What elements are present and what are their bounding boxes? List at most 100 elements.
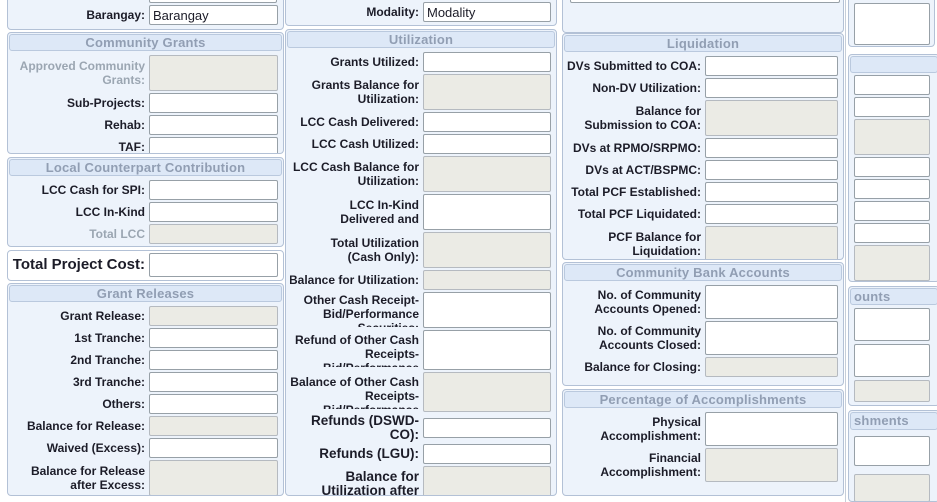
cutoff-disabled-input-4 (854, 474, 930, 501)
first-tranche-label: 1st Tranche: (74, 331, 145, 345)
lcc-cash-spi-label: LCC Cash for SPI: (41, 183, 145, 197)
field-rehab: Rehab: (12, 115, 278, 135)
field-total-utilization-cash-only: Total Utilization (Cash Only): (290, 232, 551, 268)
financial-accomplishment-input (705, 448, 838, 482)
cutoff-liquidation-panel (848, 54, 937, 282)
dvs-rpmo-srpmo-input[interactable] (705, 138, 838, 158)
field-accounts-closed: No. of Community Accounts Closed: (567, 321, 838, 355)
cutoff-accomplishments-panel: shments (848, 410, 937, 502)
grants-balance-utilization-input (423, 74, 551, 110)
field-financial-accomplishment: Financial Accomplishment: (567, 448, 838, 482)
cutoff-input-8[interactable] (854, 344, 930, 377)
others-input[interactable] (149, 394, 278, 414)
field-total-lcc: Total LCC (12, 224, 278, 244)
dvs-act-bspmc-input[interactable] (705, 160, 838, 180)
field-1st-tranche: 1st Tranche: (12, 328, 278, 348)
field-dvs-act-bspmc: DVs at ACT/BSPMC: (567, 160, 838, 180)
refunds-lgu-input[interactable] (423, 444, 551, 464)
field-grant-release: Grant Release: (12, 306, 278, 326)
dvs-rpmo-srpmo-label: DVs at RPMO/SRPMO: (572, 141, 701, 155)
utilization-panel: Utilization Grants Utilized: Grants Bala… (285, 29, 557, 496)
accounts-closed-label: No. of Community Accounts Closed: (597, 324, 701, 352)
grants-utilized-label: Grants Utilized: (330, 55, 419, 69)
taf-input[interactable] (149, 137, 278, 153)
cutoff-input-4[interactable] (854, 179, 930, 199)
second-tranche-input[interactable] (149, 350, 278, 370)
accomplishments-panel: Percentage of Accomplishments Physical A… (562, 389, 844, 496)
field-3rd-tranche: 3rd Tranche: (12, 372, 278, 392)
lcc-in-kind-delivered-input[interactable] (423, 194, 551, 230)
lcc-in-kind-delivered-label: LCC In-Kind Delivered and (340, 198, 419, 226)
total-project-cost-input[interactable] (149, 253, 278, 277)
non-dv-utilization-input[interactable] (705, 78, 838, 98)
remarks-textarea[interactable] (570, 0, 840, 3)
field-others: Others: (12, 394, 278, 414)
grants-utilized-input[interactable] (423, 52, 551, 72)
cutoff-remarks-textarea[interactable] (854, 3, 930, 45)
accounts-opened-input[interactable] (705, 285, 838, 319)
modality-input[interactable] (423, 2, 551, 22)
cutoff-input-5[interactable] (854, 201, 930, 221)
non-dv-utilization-label: Non-DV Utilization: (592, 81, 701, 95)
rehab-label: Rehab: (104, 118, 145, 132)
accounts-closed-input[interactable] (705, 321, 838, 355)
lcc-panel: Local Counterpart Contribution LCC Cash … (7, 157, 284, 247)
refund-other-cash-receipts-input[interactable] (423, 330, 551, 370)
balance-other-cash-receipts-input (423, 372, 551, 412)
lcc-cash-balance-utilization-input (423, 156, 551, 192)
lcc-cash-utilized-label: LCC Cash Utilized: (311, 137, 419, 151)
field-lcc-cash-delivered: LCC Cash Delivered: (290, 112, 551, 132)
sub-projects-input[interactable] (149, 93, 278, 113)
physical-accomplishment-input[interactable] (705, 412, 838, 446)
lcc-header: Local Counterpart Contribution (9, 159, 282, 176)
balance-for-utilization-input (423, 270, 551, 290)
bank-accounts-panel: Community Bank Accounts No. of Community… (562, 262, 844, 386)
lcc-in-kind-input[interactable] (149, 202, 278, 222)
cutoff-input-9[interactable] (854, 436, 930, 466)
lcc-cash-balance-utilization-label: LCC Cash Balance for Utilization: (292, 160, 419, 188)
field-lcc-cash-balance-utilization: LCC Cash Balance for Utilization: (290, 156, 551, 192)
field-total-pcf-established: Total PCF Established: (567, 182, 838, 202)
lcc-in-kind-label: LCC In-Kind (75, 205, 145, 219)
field-pcf-balance-liquidation: PCF Balance for Liquidation: (567, 226, 838, 259)
pcf-balance-liquidation-input (705, 226, 838, 259)
barangay-input[interactable] (149, 5, 278, 25)
cutoff-input-2[interactable] (854, 97, 930, 117)
refunds-dswd-co-input[interactable] (423, 418, 551, 438)
community-grants-header: Community Grants (9, 34, 282, 51)
field-balance-for-release: Balance for Release: (12, 416, 278, 436)
rehab-input[interactable] (149, 115, 278, 135)
approved-community-grants-input (149, 55, 278, 91)
balance-utilization-after-label: Balance for Utilization after (321, 470, 419, 496)
cutoff-input-3[interactable] (854, 157, 930, 177)
cutoff-input-6[interactable] (854, 223, 930, 243)
lcc-cash-delivered-input[interactable] (423, 112, 551, 132)
approved-community-grants-label: Approved Community Grants: (19, 59, 145, 87)
third-tranche-input[interactable] (149, 372, 278, 392)
dvs-submitted-coa-input[interactable] (705, 56, 838, 76)
modality-panel: Modality: (285, 0, 557, 26)
other-cash-receipt-input[interactable] (423, 292, 551, 328)
field-balance-for-closing: Balance for Closing: (567, 357, 838, 377)
total-pcf-liquidated-input[interactable] (705, 204, 838, 224)
balance-for-release-input (149, 416, 278, 436)
total-pcf-established-label: Total PCF Established: (571, 185, 701, 199)
first-tranche-input[interactable] (149, 328, 278, 348)
lcc-cash-spi-input[interactable] (149, 180, 278, 200)
cutoff-bank-accounts-header: ounts (850, 288, 937, 305)
lcc-cash-utilized-input[interactable] (423, 134, 551, 154)
cutoff-input-7[interactable] (854, 308, 930, 341)
grant-release-input (149, 306, 278, 326)
remarks-panel (562, 0, 844, 33)
cutoff-remarks-panel (848, 0, 935, 47)
cutoff-liquidation-header (850, 56, 937, 73)
field-dvs-submitted-coa: DVs Submitted to COA: (567, 56, 838, 76)
waived-excess-input[interactable] (149, 438, 278, 458)
field-sub-projects: Sub-Projects: (12, 93, 278, 113)
field-physical-accomplishment: Physical Accomplishment: (567, 412, 838, 446)
field-approved-community-grants: Approved Community Grants: (12, 55, 278, 91)
dvs-act-bspmc-label: DVs at ACT/BSPMC: (585, 163, 701, 177)
field-other-cash-receipt: Other Cash Receipt- Bid/Performance Secu… (290, 292, 551, 328)
total-pcf-established-input[interactable] (705, 182, 838, 202)
cutoff-input-1[interactable] (854, 75, 930, 95)
